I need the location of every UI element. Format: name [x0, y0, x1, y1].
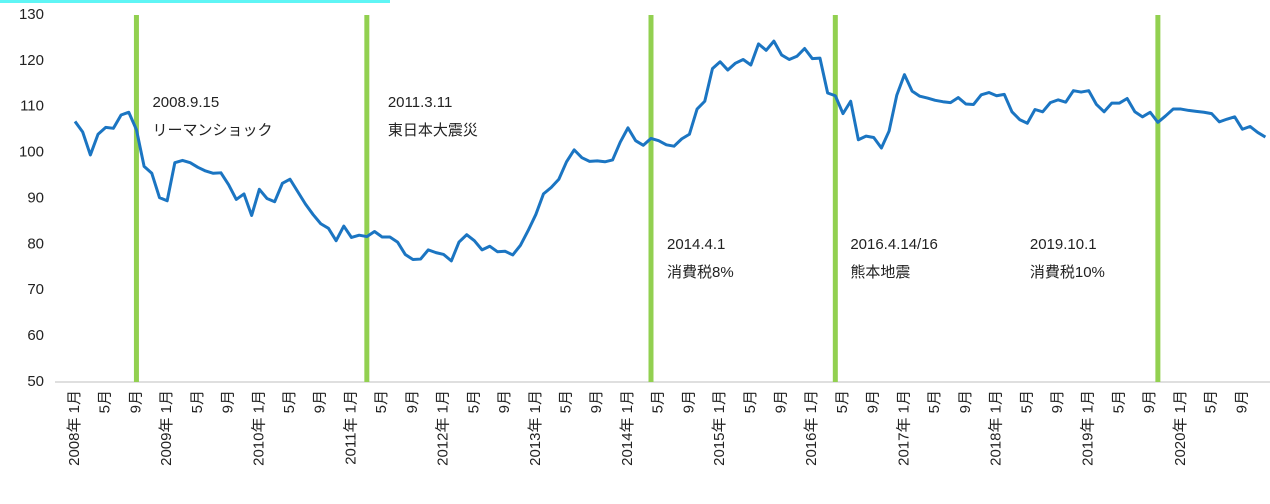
annotation: 消費税10% [1030, 264, 1105, 281]
annotation: リーマンショック [152, 122, 272, 139]
y-tick-label: 50 [27, 373, 44, 390]
annotation: 2016.4.14/16 [850, 236, 938, 253]
x-tick-label: 2009年 1月 [158, 390, 175, 466]
x-tick-label: 5月 [1203, 390, 1220, 413]
top-accent [0, 0, 390, 3]
x-tick-label: 5月 [373, 390, 390, 413]
x-tick-label: 2008年 1月 [66, 390, 83, 466]
x-tick-label: 5月 [834, 390, 851, 413]
x-tick-label: 9月 [312, 390, 329, 413]
x-tick-label: 2012年 1月 [435, 390, 452, 466]
x-tick-label: 5月 [650, 390, 667, 413]
annotation: 2019.10.1 [1030, 236, 1097, 253]
x-tick-label: 5月 [1110, 390, 1127, 413]
x-tick-label: 2016年 1月 [803, 390, 820, 466]
x-tick-label: 2020年 1月 [1172, 390, 1189, 466]
x-tick-label: 5月 [1018, 390, 1035, 413]
x-tick-label: 9月 [496, 390, 513, 413]
x-tick-label: 2014年 1月 [619, 390, 636, 466]
x-tick-label: 5月 [189, 390, 206, 413]
x-tick-label: 2018年 1月 [988, 390, 1005, 466]
x-tick-label: 5月 [557, 390, 574, 413]
x-tick-label: 2010年 1月 [250, 390, 267, 466]
x-tick-label: 9月 [1141, 390, 1158, 413]
x-tick-label: 5月 [465, 390, 482, 413]
x-tick-label: 2013年 1月 [527, 390, 544, 466]
x-tick-label: 9月 [588, 390, 605, 413]
x-tick-label: 9月 [127, 390, 144, 413]
y-tick-label: 70 [27, 281, 44, 298]
x-tick-label: 2017年 1月 [895, 390, 912, 466]
x-tick-label: 9月 [220, 390, 237, 413]
y-tick-label: 100 [19, 144, 44, 161]
x-tick-label: 5月 [281, 390, 298, 413]
y-tick-label: 120 [19, 52, 44, 69]
y-tick-label: 110 [20, 98, 44, 115]
x-tick-label: 5月 [97, 390, 114, 413]
x-tick-label: 9月 [1049, 390, 1066, 413]
x-tick-label: 2019年 1月 [1080, 390, 1097, 466]
y-tick-label: 60 [27, 327, 44, 344]
y-tick-label: 90 [27, 189, 44, 206]
annotation: 2008.9.15 [152, 94, 219, 111]
annotation: 東日本大震災 [388, 122, 478, 139]
series-line [73, 39, 1267, 263]
annotation: 2011.3.11 [388, 94, 453, 111]
x-tick-label: 9月 [773, 390, 790, 413]
x-tick-label: 9月 [957, 390, 974, 413]
x-tick-label: 5月 [742, 390, 759, 413]
x-tick-label: 9月 [680, 390, 697, 413]
x-tick-label: 9月 [865, 390, 882, 413]
annotation: 2014.4.1 [667, 236, 725, 253]
annotation: 熊本地震 [850, 264, 910, 281]
annotation: 消費税8% [667, 264, 734, 281]
x-tick-label: 5月 [926, 390, 943, 413]
x-tick-label: 2011年 1月 [342, 390, 359, 465]
y-tick-label: 130 [19, 6, 44, 23]
y-tick-label: 80 [27, 235, 44, 252]
x-tick-label: 9月 [404, 390, 421, 413]
x-tick-label: 2015年 1月 [711, 390, 728, 466]
x-tick-label: 9月 [1233, 390, 1250, 413]
